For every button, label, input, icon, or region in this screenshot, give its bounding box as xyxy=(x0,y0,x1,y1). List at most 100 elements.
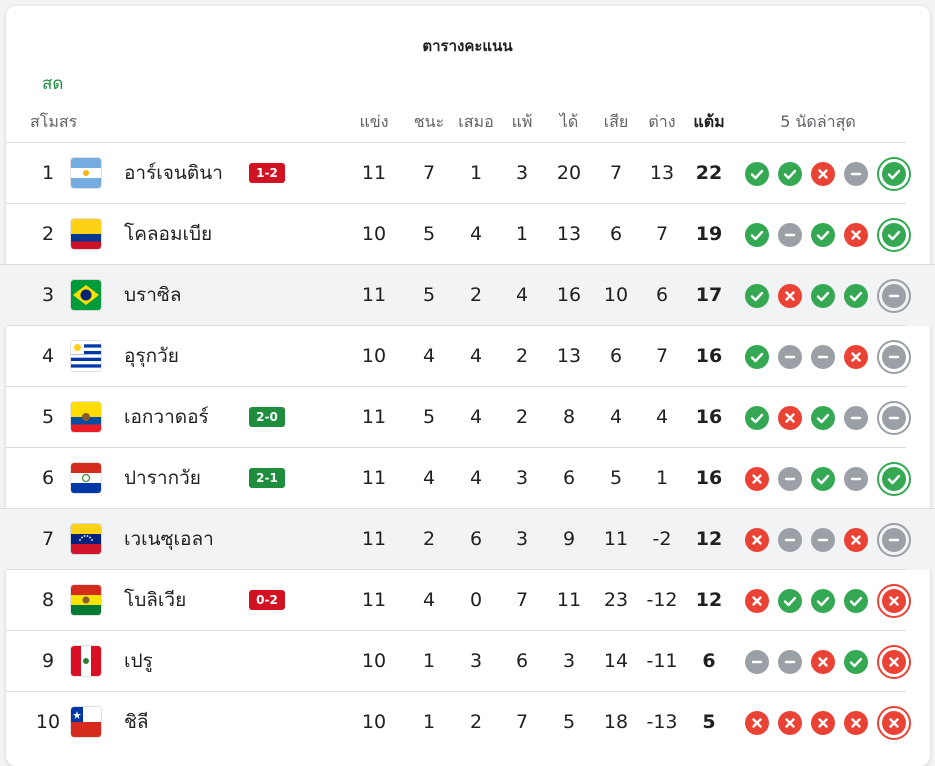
draw-icon[interactable] xyxy=(844,467,868,491)
stat-won: 5 xyxy=(422,406,436,428)
team-name[interactable]: ปารากวัย xyxy=(124,467,201,489)
draw-icon[interactable] xyxy=(811,528,835,552)
loss-icon[interactable] xyxy=(811,711,835,735)
win-icon[interactable] xyxy=(745,406,769,430)
loss-icon[interactable] xyxy=(745,589,769,613)
win-icon[interactable] xyxy=(877,157,911,191)
loss-icon[interactable] xyxy=(778,711,802,735)
loss-icon[interactable] xyxy=(811,162,835,186)
win-icon[interactable] xyxy=(745,284,769,308)
stat-played: 10 xyxy=(361,223,387,245)
team-name[interactable]: เวเนซุเอลา xyxy=(124,528,214,550)
win-icon[interactable] xyxy=(811,284,835,308)
live-label[interactable]: สด xyxy=(42,74,64,94)
table-row[interactable]: 2 โคลอมเบีย 10 5 4 1 13 6 7 19 xyxy=(6,203,911,265)
draw-icon[interactable] xyxy=(778,528,802,552)
draw-icon[interactable] xyxy=(877,401,911,435)
stat-won: 4 xyxy=(422,589,436,611)
loss-icon[interactable] xyxy=(778,284,802,308)
loss-icon[interactable] xyxy=(877,645,911,679)
team-name[interactable]: อุรุกวัย xyxy=(124,345,179,367)
stat-gd: 4 xyxy=(655,406,669,428)
win-icon[interactable] xyxy=(745,345,769,369)
loss-icon[interactable] xyxy=(844,528,868,552)
win-icon[interactable] xyxy=(745,162,769,186)
team-name[interactable]: ชิลี xyxy=(124,711,149,733)
stat-drawn: 2 xyxy=(469,711,483,733)
stat-gf: 8 xyxy=(562,406,576,428)
draw-icon[interactable] xyxy=(811,345,835,369)
loss-icon[interactable] xyxy=(811,650,835,674)
stat-gd: 7 xyxy=(655,345,669,367)
team-name[interactable]: เอกวาดอร์ xyxy=(124,406,209,428)
loss-icon[interactable] xyxy=(745,711,769,735)
loss-icon[interactable] xyxy=(844,223,868,247)
table-row[interactable]: 8 โบลิเวีย 0-2 11 4 0 7 11 23 -12 12 xyxy=(6,569,911,631)
draw-icon[interactable] xyxy=(778,223,802,247)
table-row[interactable]: 1 อาร์เจนตินา 1-2 11 7 1 3 20 7 13 22 xyxy=(6,142,911,204)
win-icon[interactable] xyxy=(745,223,769,247)
stat-lost: 7 xyxy=(515,589,529,611)
win-icon[interactable] xyxy=(811,406,835,430)
stat-ga: 10 xyxy=(603,284,629,306)
draw-icon[interactable] xyxy=(877,340,911,374)
win-icon[interactable] xyxy=(844,284,868,308)
team-name[interactable]: บราซิล xyxy=(124,284,182,306)
peru-flag xyxy=(71,646,101,676)
table-row[interactable]: 7 เวเนซุเอลา 11 2 6 3 9 11 -2 12 xyxy=(0,508,935,570)
win-icon[interactable] xyxy=(877,218,911,252)
table-row[interactable]: 6 ปารากวัย 2-1 11 4 4 3 6 5 1 16 xyxy=(6,447,911,509)
team-name[interactable]: อาร์เจนตินา xyxy=(124,162,223,184)
team-name[interactable]: โบลิเวีย xyxy=(124,589,187,611)
live-score-badge[interactable]: 2-0 xyxy=(249,407,285,427)
table-row[interactable]: 3 บราซิล 11 5 2 4 16 10 6 17 xyxy=(0,264,935,326)
brazil-flag xyxy=(71,280,101,310)
loss-icon[interactable] xyxy=(844,345,868,369)
live-score-badge[interactable]: 2-1 xyxy=(249,468,285,488)
header-lost: แพ้ xyxy=(511,112,533,131)
loss-icon[interactable] xyxy=(844,711,868,735)
win-icon[interactable] xyxy=(778,589,802,613)
loss-icon[interactable] xyxy=(778,406,802,430)
last5-form xyxy=(745,448,915,509)
header-won: ชนะ xyxy=(413,112,445,131)
table-row[interactable]: 9 เปรู 10 1 3 6 3 14 -11 6 xyxy=(6,630,911,692)
draw-icon[interactable] xyxy=(844,406,868,430)
team-name[interactable]: โคลอมเบีย xyxy=(124,223,213,245)
team-rank: 9 xyxy=(41,650,55,672)
draw-icon[interactable] xyxy=(877,523,911,557)
loss-icon[interactable] xyxy=(877,706,911,740)
draw-icon[interactable] xyxy=(778,345,802,369)
win-icon[interactable] xyxy=(844,589,868,613)
stat-points: 12 xyxy=(695,589,723,611)
table-row[interactable]: 4 อุรุกวัย 10 4 4 2 13 6 7 16 xyxy=(6,325,911,387)
table-row[interactable]: 10 ชิลี 10 1 2 7 5 18 -13 5 xyxy=(6,691,911,753)
draw-icon[interactable] xyxy=(778,467,802,491)
loss-icon[interactable] xyxy=(745,467,769,491)
live-score-badge[interactable]: 1-2 xyxy=(249,163,285,183)
table-header: สโมสร แข่ง ชนะ เสมอ แพ้ ได้ เสีย ต่าง แต… xyxy=(0,110,935,132)
draw-icon[interactable] xyxy=(844,162,868,186)
stat-played: 11 xyxy=(361,528,387,550)
stat-won: 4 xyxy=(422,345,436,367)
win-icon[interactable] xyxy=(811,589,835,613)
win-icon[interactable] xyxy=(844,650,868,674)
win-icon[interactable] xyxy=(877,462,911,496)
loss-icon[interactable] xyxy=(877,584,911,618)
win-icon[interactable] xyxy=(811,223,835,247)
stat-points: 19 xyxy=(695,223,723,245)
live-score-badge[interactable]: 0-2 xyxy=(249,590,285,610)
loss-icon[interactable] xyxy=(745,528,769,552)
win-icon[interactable] xyxy=(778,162,802,186)
win-icon[interactable] xyxy=(811,467,835,491)
draw-icon[interactable] xyxy=(745,650,769,674)
last-match-ring xyxy=(877,157,911,191)
draw-icon[interactable] xyxy=(877,279,911,313)
header-ga: เสีย xyxy=(603,112,629,131)
paraguay-flag xyxy=(71,463,101,493)
team-rank: 8 xyxy=(41,589,55,611)
stat-drawn: 0 xyxy=(469,589,483,611)
table-row[interactable]: 5 เอกวาดอร์ 2-0 11 5 4 2 8 4 4 16 xyxy=(6,386,911,448)
draw-icon[interactable] xyxy=(778,650,802,674)
team-name[interactable]: เปรู xyxy=(124,650,153,672)
